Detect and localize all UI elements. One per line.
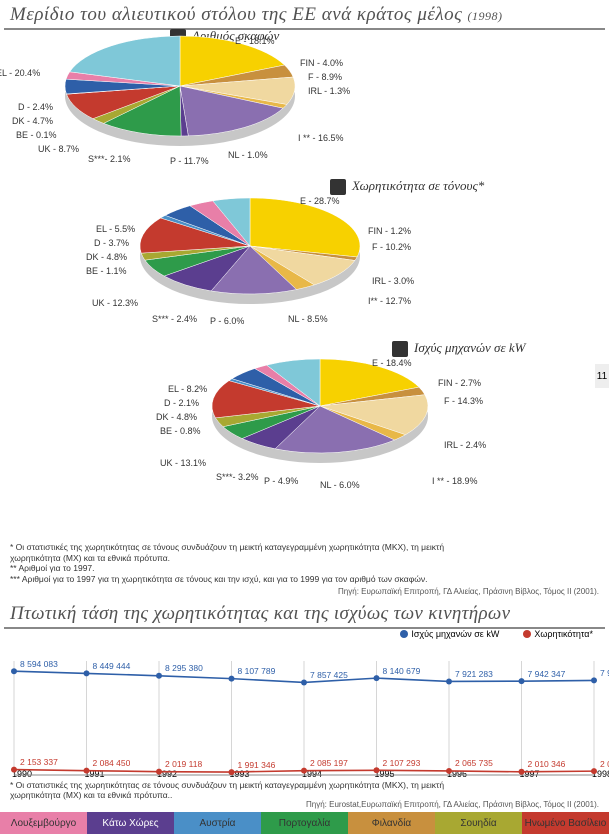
- pie-label: NL - 1.0%: [228, 150, 268, 160]
- pie-label: P - 6.0%: [210, 316, 244, 326]
- pie-label: BE - 0.8%: [160, 426, 201, 436]
- pie-label: E - 18.1%: [235, 36, 275, 46]
- pie-label: EL - 20.4%: [0, 68, 40, 78]
- data-point: [591, 768, 597, 774]
- country-item: Λουξεμβούργο: [0, 812, 87, 834]
- pie-label: E - 28.7%: [300, 196, 340, 206]
- country-legend: ΛουξεμβούργοΚάτω ΧώρεςΑυστρίαΠορτογαλίαΦ…: [0, 812, 609, 834]
- data-point: [519, 678, 525, 684]
- pie-label: DK - 4.8%: [86, 252, 127, 262]
- pie-label: I ** - 18.9%: [432, 476, 478, 486]
- value-label: 7 991 591: [600, 668, 609, 678]
- pie-label: BE - 1.1%: [86, 266, 127, 276]
- data-point: [156, 672, 162, 678]
- pie-label: F - 8.9%: [308, 72, 342, 82]
- pie-label: UK - 8.7%: [38, 144, 79, 154]
- country-item: Πορτογαλία: [261, 812, 348, 834]
- country-item: Κάτω Χώρες: [87, 812, 174, 834]
- pie-label: F - 10.2%: [372, 242, 411, 252]
- data-point: [11, 766, 17, 772]
- pie-label: EL - 8.2%: [168, 384, 207, 394]
- value-label: 2 053 240: [600, 759, 609, 769]
- pie-label: NL - 6.0%: [320, 480, 360, 490]
- pie-label: D - 2.4%: [18, 102, 53, 112]
- footnotes-2: * Οι στατιστικές της χωρητικότητας σε τό…: [0, 779, 609, 813]
- pie-label: F - 14.3%: [444, 396, 483, 406]
- pie-label: I** - 12.7%: [368, 296, 411, 306]
- data-point: [519, 768, 525, 774]
- main-title: Μερίδιο του αλιευτικού στόλου της ΕΕ ανά…: [0, 0, 609, 28]
- country-item: Φιλανδία: [348, 812, 435, 834]
- pie-chart: [130, 192, 370, 318]
- data-point: [229, 769, 235, 775]
- pie-label: DK - 4.7%: [12, 116, 53, 126]
- pie-label: IRL - 2.4%: [444, 440, 486, 450]
- pie-label: FIN - 2.7%: [438, 378, 481, 388]
- pie-label: S***- 2.1%: [88, 154, 131, 164]
- data-point: [446, 678, 452, 684]
- country-item: Αυστρία: [174, 812, 261, 834]
- data-point: [301, 679, 307, 685]
- pie-chart: [202, 353, 438, 477]
- pie-label: NL - 8.5%: [288, 314, 328, 324]
- pie-label: P - 4.9%: [264, 476, 298, 486]
- pie-label: UK - 12.3%: [92, 298, 138, 308]
- line-chart-area: Ισχύς μηχανών σε kWΧωρητικότητα*19901991…: [10, 629, 599, 779]
- data-point: [591, 677, 597, 683]
- data-point: [301, 767, 307, 773]
- data-point: [374, 767, 380, 773]
- pie-label: EL - 5.5%: [96, 224, 135, 234]
- line-legend: Ισχύς μηχανών σε kWΧωρητικότητα*: [376, 629, 593, 639]
- pie-label: D - 3.7%: [94, 238, 129, 248]
- pie-label: I ** - 16.5%: [298, 133, 344, 143]
- country-item: Σουηδία: [435, 812, 522, 834]
- data-point: [84, 767, 90, 773]
- pie-chart: [55, 30, 305, 160]
- pie-label: P - 11.7%: [170, 156, 209, 166]
- data-point: [84, 670, 90, 676]
- pie-label: E - 18.4%: [372, 358, 412, 368]
- data-point: [374, 675, 380, 681]
- pie-label: DK - 4.8%: [156, 412, 197, 422]
- pie-label: IRL - 3.0%: [372, 276, 414, 286]
- data-point: [11, 668, 17, 674]
- pie-label: IRL - 1.3%: [308, 86, 350, 96]
- footnotes-1: * Οι στατιστικές της χωρητικότητας σε τό…: [0, 540, 609, 601]
- pie-label: S*** - 2.4%: [152, 314, 197, 324]
- pie-label: D - 2.1%: [164, 398, 199, 408]
- pie-charts-area: Αριθμός σκαφώνE - 18.1%FIN - 4.0%F - 8.9…: [0, 30, 609, 540]
- pie-label: BE - 0.1%: [16, 130, 57, 140]
- line-chart: [10, 643, 600, 781]
- pie-label: FIN - 4.0%: [300, 58, 343, 68]
- pie-label: FIN - 1.2%: [368, 226, 411, 236]
- data-point: [446, 767, 452, 773]
- line-chart-title: Πτωτική τάση της χωρητικότητας και της ι…: [0, 601, 609, 627]
- data-point: [156, 768, 162, 774]
- pie-label: S***- 3.2%: [216, 472, 259, 482]
- pie-label: UK - 13.1%: [160, 458, 206, 468]
- country-item: Ηνωμένο Βασίλειο: [522, 812, 609, 834]
- data-point: [229, 675, 235, 681]
